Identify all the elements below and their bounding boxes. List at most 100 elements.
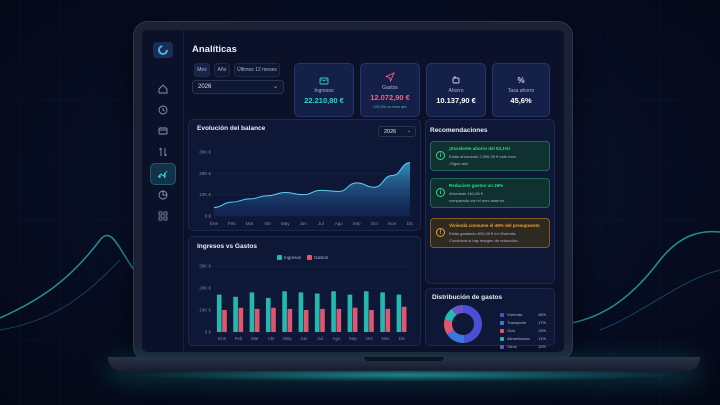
x-tick-label: May xyxy=(283,336,292,341)
legend-income-label: Ingresos xyxy=(284,255,302,260)
recommendation-2-line-2: comparado con el mes anterior. xyxy=(449,198,506,203)
laptop-glow xyxy=(130,368,680,382)
clock-icon[interactable] xyxy=(154,101,172,119)
recommendation-card-2[interactable]: i Reduciste gastos un 26% Ahorraste 161,… xyxy=(430,178,550,208)
kpi-expenses-change: +24,5% vs mes ant. xyxy=(372,103,408,109)
balance-area xyxy=(214,162,410,216)
income-bar xyxy=(265,297,271,332)
expenses-bar xyxy=(385,308,391,332)
legend-swatch xyxy=(500,336,504,341)
balance-line xyxy=(213,162,411,208)
legend-expenses-swatch xyxy=(307,255,312,260)
kpi-savings-rate-value: 45,6% xyxy=(510,96,532,105)
kpi-expenses[interactable]: Gastos 12.072,90 € +24,5% vs mes ant. xyxy=(360,63,420,117)
app-screen: Analíticas Mes Año Últimos 12 meses 2026… xyxy=(142,30,564,352)
wallet-icon xyxy=(319,75,329,85)
x-tick-label: Ago xyxy=(335,221,344,226)
distribution-legend-item: Otros 10% xyxy=(500,344,546,349)
income-bar xyxy=(282,291,287,332)
laptop-base xyxy=(108,357,700,371)
kpi-savings-value: 10.137,90 € xyxy=(436,96,476,105)
recommendation-1-title: ¡Excelente ahorro del 53,1%! xyxy=(449,146,511,151)
income-bar xyxy=(216,294,222,332)
expenses-bar xyxy=(401,306,407,332)
recommendation-3-title: Vivienda consume el 49% del presupuesto xyxy=(449,223,540,228)
balance-title: Evolución del balance xyxy=(197,125,266,132)
x-tick-label: Feb xyxy=(235,336,243,341)
piggy-icon xyxy=(451,75,461,85)
x-tick-label: Sep xyxy=(353,221,362,226)
expenses-bar xyxy=(238,307,244,332)
kpi-income-value: 22.210,80 € xyxy=(304,96,344,105)
x-tick-label: Abr xyxy=(268,336,276,341)
distribution-legend-item: Ocio 13% xyxy=(500,328,546,333)
income-expenses-chart: 0 € 10K € 20K € 30K € Ene Feb Mar Abr May Jun Jul A… xyxy=(199,264,410,341)
legend-label: Vivienda xyxy=(507,312,523,317)
transfer-icon[interactable] xyxy=(154,143,172,161)
balance-year-value: 2026 xyxy=(384,128,397,135)
legend-expenses: Gastos xyxy=(307,255,328,260)
page-title: Analíticas xyxy=(192,44,237,55)
x-tick-label: Feb xyxy=(228,221,236,226)
legend-expenses-label: Gastos xyxy=(314,255,329,260)
laptop-notch xyxy=(364,357,444,361)
grid-icon[interactable] xyxy=(154,207,172,225)
income-bar xyxy=(396,294,402,332)
recommendation-1-line-2: ¡Sigue así! xyxy=(449,161,469,166)
pie-chart-icon[interactable] xyxy=(154,186,172,204)
balance-chart: 0 € 10K € 20K € 30K € Ene Feb Mar Abr May Jun Jul A… xyxy=(199,150,414,227)
distribution-legend-item: Vivienda 48% xyxy=(500,312,546,317)
expenses-bar xyxy=(287,308,293,332)
y-tick-label: 20K € xyxy=(199,286,211,291)
x-tick-label: Oct xyxy=(371,221,379,226)
expenses-bar xyxy=(254,308,260,332)
kpi-savings-label: Ahorro xyxy=(448,88,464,94)
expenses-bar xyxy=(336,308,342,332)
recommendation-2-title: Reduciste gastos un 26% xyxy=(449,183,504,188)
recommendation-2-line-1: Ahorraste 161,56 € xyxy=(449,191,484,196)
distribution-title: Distribución de gastos xyxy=(432,294,503,301)
donut-slice-alimentación xyxy=(444,308,457,322)
balance-year-dropdown[interactable]: 2026 ⌄ xyxy=(378,126,416,137)
recommendation-card-3[interactable]: ! Vivienda consume el 49% del presupuest… xyxy=(430,218,550,248)
x-tick-label: Ene xyxy=(210,221,219,226)
analytics-icon[interactable] xyxy=(151,164,175,184)
donut-slice-otros xyxy=(451,305,464,316)
recommendation-1-line-1: Estás ahorrando 2.096,39 € este mes. xyxy=(449,154,517,159)
year-dropdown[interactable]: 2026 ⌄ xyxy=(192,80,284,94)
kpi-savings[interactable]: Ahorro 10.137,90 € xyxy=(426,63,486,117)
y-tick-label: 10K € xyxy=(199,192,211,197)
income-bar xyxy=(380,292,385,332)
send-icon xyxy=(385,71,395,82)
legend-label: Ocio xyxy=(507,328,516,333)
legend-percent: 11% xyxy=(538,336,546,341)
income-bar xyxy=(249,292,255,332)
income-bar xyxy=(298,292,304,332)
x-tick-label: Oct xyxy=(366,336,374,341)
kpi-savings-rate-label: Tasa ahorro xyxy=(507,88,535,94)
distribution-donut-chart xyxy=(444,305,482,343)
donut-slice-vivienda xyxy=(462,305,482,343)
recommendation-card-1[interactable]: i ¡Excelente ahorro del 53,1%! Estás aho… xyxy=(430,141,550,171)
kpi-expenses-value: 12.072,90 € xyxy=(370,92,410,102)
income-bar xyxy=(347,294,353,332)
kpi-savings-rate[interactable]: % Tasa ahorro 45,6% xyxy=(492,63,550,117)
x-tick-label: Dic xyxy=(399,336,406,341)
y-tick-label: 30K € xyxy=(199,150,211,155)
legend-swatch xyxy=(500,344,504,349)
app-logo[interactable] xyxy=(153,42,173,58)
filter-year[interactable]: Año xyxy=(214,63,230,77)
card-icon[interactable] xyxy=(154,122,172,140)
y-tick-label: 10K € xyxy=(199,308,211,313)
filter-month[interactable]: Mes xyxy=(194,63,210,77)
home-icon[interactable] xyxy=(154,80,172,98)
distribution-legend-item: Transporte 17% xyxy=(500,320,546,325)
y-tick-label: 0 € xyxy=(205,214,212,219)
legend-label: Transporte xyxy=(507,320,527,325)
legend-percent: 10% xyxy=(537,344,546,349)
y-tick-label: 20K € xyxy=(199,171,211,176)
filter-last-12-months[interactable]: Últimos 12 meses xyxy=(234,63,280,77)
income-bar xyxy=(314,293,320,332)
kpi-income[interactable]: Ingresos 22.210,80 € xyxy=(294,63,354,117)
